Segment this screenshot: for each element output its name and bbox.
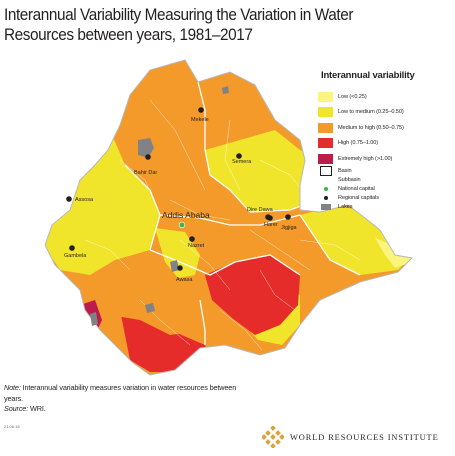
- city-marker-harer: [267, 215, 273, 221]
- region-southwest-red: [120, 310, 210, 372]
- legend-label-subbasin: Subbasin: [338, 177, 361, 183]
- wri-footer: WORLD RESOURCES INSTITUTE: [262, 426, 439, 448]
- note-label: Note:: [4, 383, 21, 392]
- map-title: Interannual Variability Measuring the Va…: [4, 6, 354, 44]
- legend-item-national-capital: National capital: [318, 185, 448, 194]
- legend-item-subbasin: Subbasin: [318, 176, 448, 185]
- lake-tana: [138, 138, 154, 158]
- national-capital-icon: [318, 187, 333, 191]
- city-marker-addis-ababa: [178, 221, 186, 229]
- legend-swatch-medium-to-high: [318, 122, 333, 133]
- city-label-bahir-dar: Bahir Dar: [134, 170, 157, 176]
- source-text: WRI.: [30, 404, 46, 413]
- city-label-mekele: Mekele: [191, 117, 209, 123]
- city-marker-assosa: [66, 196, 72, 202]
- legend-swatch-extremely-high: [318, 153, 333, 164]
- regional-capital-icon: [318, 196, 333, 200]
- city-label-jigjiga: Jigjiga: [281, 225, 298, 231]
- lake-ashenge: [222, 86, 229, 94]
- legend: Interannual variability Low (<0.25) Low …: [318, 70, 448, 212]
- region-afar-yellow: [205, 130, 320, 212]
- city-label-harer: Harer: [264, 222, 278, 228]
- legend-item-high: High (0.75–1.00): [318, 136, 448, 152]
- source-label: Source:: [4, 404, 29, 413]
- basin-symbol: [318, 166, 333, 176]
- legend-item-extremely-high: Extremely high (>1.00): [318, 151, 448, 167]
- legend-label-basin: Basin: [338, 168, 352, 174]
- city-marker-bahir-dar: [145, 154, 151, 160]
- city-marker-gambela: [69, 245, 75, 251]
- region-south-red: [205, 255, 300, 335]
- region-east-yellow: [300, 205, 410, 275]
- city-label-gambela: Gambela: [64, 253, 87, 259]
- city-marker-semera: [236, 153, 242, 159]
- city-label-assosa: Assosa: [75, 197, 94, 203]
- legend-label-regional-capitals: Regional capitals: [338, 195, 379, 201]
- legend-item-regional-capitals: Regional capitals: [318, 194, 448, 203]
- city-marker-jigjiga: [285, 214, 291, 220]
- cities: Mekele Bahir Dar Semera Assosa Addis Aba…: [64, 107, 298, 283]
- legend-swatch-low: [318, 91, 333, 102]
- legend-label-lakes: Lakes: [338, 204, 353, 210]
- source-line: Source: WRI.: [4, 404, 254, 415]
- figure-code: 21.06.18: [4, 424, 20, 429]
- legend-label-high: High (0.75–1.00): [338, 140, 379, 147]
- city-label-dire-dawa: Dire Dawa: [247, 207, 274, 213]
- lake-abaya: [170, 260, 179, 272]
- city-label-awasa: Awasa: [176, 277, 193, 283]
- city-label-nazret: Nazret: [188, 243, 205, 249]
- city-marker-nazret: [189, 236, 195, 242]
- lake-turkana: [90, 312, 98, 326]
- legend-item-low-to-medium: Low to medium (0.25–0.50): [318, 105, 448, 121]
- legend-item-lakes: Lakes: [318, 203, 448, 212]
- legend-item-low: Low (<0.25): [318, 89, 448, 105]
- legend-title: Interannual variability: [321, 70, 415, 81]
- legend-item-medium-to-high: Medium to high (0.50–0.75): [318, 120, 448, 136]
- legend-label-national-capital: National capital: [338, 186, 375, 192]
- legend-label-medium-to-high: Medium to high (0.50–0.75): [338, 124, 404, 131]
- legend-label-low-to-medium: Low to medium (0.25–0.50): [338, 109, 404, 116]
- wri-logo-icon: [262, 426, 284, 448]
- legend-swatch-high: [318, 138, 333, 149]
- note-line: Note: Interannual variability measures v…: [4, 383, 254, 404]
- lakes: [90, 86, 229, 326]
- note: Note: Interannual variability measures v…: [4, 383, 254, 415]
- lakes-icon: [318, 204, 333, 210]
- city-label-semera: Semera: [232, 159, 252, 165]
- basin-lines: [124, 81, 361, 345]
- wri-name: WORLD RESOURCES INSTITUTE: [290, 432, 439, 442]
- lake-chamo: [145, 303, 155, 313]
- legend-label-extremely-high: Extremely high (>1.00): [338, 155, 393, 162]
- national-border: [44, 59, 414, 376]
- legend-item-basin: Basin: [318, 166, 448, 176]
- city-marker-mekele: [198, 107, 204, 113]
- city-marker-awasa: [177, 265, 183, 271]
- legend-label-low: Low (<0.25): [338, 93, 367, 100]
- legend-swatch-low-to-medium: [318, 107, 333, 118]
- note-text: Interannual variability measures variati…: [4, 383, 237, 403]
- city-label-addis-ababa: Addis Ababa: [162, 210, 210, 220]
